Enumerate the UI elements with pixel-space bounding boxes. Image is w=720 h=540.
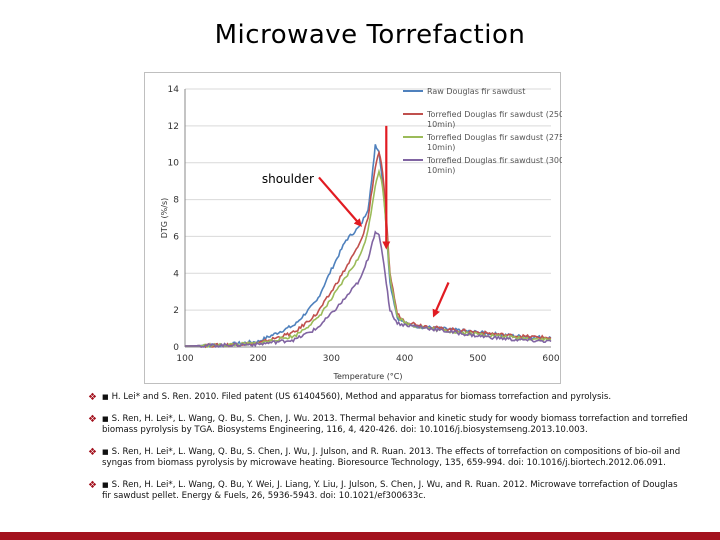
reference-list: ❖ ■ H. Lei* and S. Ren. 2010. Filed paten… (88, 392, 688, 513)
square-bullet-icon: ■ (102, 393, 109, 401)
legend-entry: Torrefied Douglas fir sawdust (275°C, 10m… (426, 133, 562, 152)
series-line (184, 144, 552, 349)
reference-text: S. Ren, H. Lei*, L. Wang, Q. Bu, Y. Wei,… (102, 480, 678, 501)
y-axis-label: DTG (%/s) (160, 198, 169, 239)
y-tick-label: 12 (168, 122, 179, 132)
series-line (184, 150, 552, 349)
square-bullet-icon: ■ (102, 481, 109, 489)
x-tick-label: 500 (469, 354, 486, 364)
square-bullet-icon: ■ (102, 448, 109, 456)
diamond-bullet-icon: ❖ (88, 480, 97, 491)
shoulder-annotation: shoulder (262, 172, 314, 186)
reference-text: S. Ren, H. Lei*, L. Wang, Q. Bu, S. Chen… (102, 447, 681, 468)
y-tick-label: 6 (173, 232, 179, 242)
reference-item: ❖ ■ S. Ren, H. Lei*, L. Wang, Q. Bu, S. C… (88, 414, 688, 436)
reference-text: H. Lei* and S. Ren. 2010. Filed patent (… (111, 392, 612, 402)
diamond-bullet-icon: ❖ (88, 414, 97, 425)
legend-entry: Raw Douglas fir sawdust (427, 87, 525, 96)
y-tick-label: 10 (168, 159, 180, 169)
legend-entry: Torrefied Douglas fir sawdust (250°C, 10m… (426, 110, 562, 129)
y-tick-label: 2 (173, 306, 179, 316)
x-tick-label: 300 (323, 354, 340, 364)
footer-accent-bar (0, 532, 720, 540)
y-tick-label: 8 (173, 196, 179, 206)
annotation-arrow (318, 176, 362, 227)
legend-entry: Torrefied Douglas fir sawdust (300°C, 10m… (426, 156, 562, 175)
reference-item: ❖ ■ H. Lei* and S. Ren. 2010. Filed paten… (88, 392, 688, 403)
x-tick-label: 200 (250, 354, 267, 364)
x-tick-label: 400 (396, 354, 413, 364)
reference-text: S. Ren, H. Lei*, L. Wang, Q. Bu, S. Chen… (102, 414, 688, 435)
y-tick-label: 0 (173, 343, 179, 353)
y-tick-label: 4 (173, 269, 179, 279)
annotation-arrow (432, 282, 450, 318)
reference-item: ❖ ■ S. Ren, H. Lei*, L. Wang, Q. Bu, S. C… (88, 447, 688, 469)
slide-title: Microwave Torrefaction (214, 20, 526, 50)
diamond-bullet-icon: ❖ (88, 392, 97, 403)
x-tick-label: 100 (176, 354, 193, 364)
y-tick-label: 14 (168, 85, 180, 95)
chart-frame: 0 2 4 6 8 10 12 14 100 200 300 400 500 600 Raw Dougla… (144, 72, 562, 384)
diamond-bullet-icon: ❖ (88, 447, 97, 458)
series-line (184, 230, 552, 348)
reference-item: ❖ ■ S. Ren, H. Lei*, L. Wang, Q. Bu, Y. W… (88, 480, 688, 502)
square-bullet-icon: ■ (102, 415, 109, 423)
dtg-chart: 0 2 4 6 8 10 12 14 100 200 300 400 500 600 Raw Dougla… (160, 85, 562, 381)
x-axis-label: Temperature (°C) (332, 372, 402, 381)
x-tick-label: 600 (542, 354, 559, 364)
